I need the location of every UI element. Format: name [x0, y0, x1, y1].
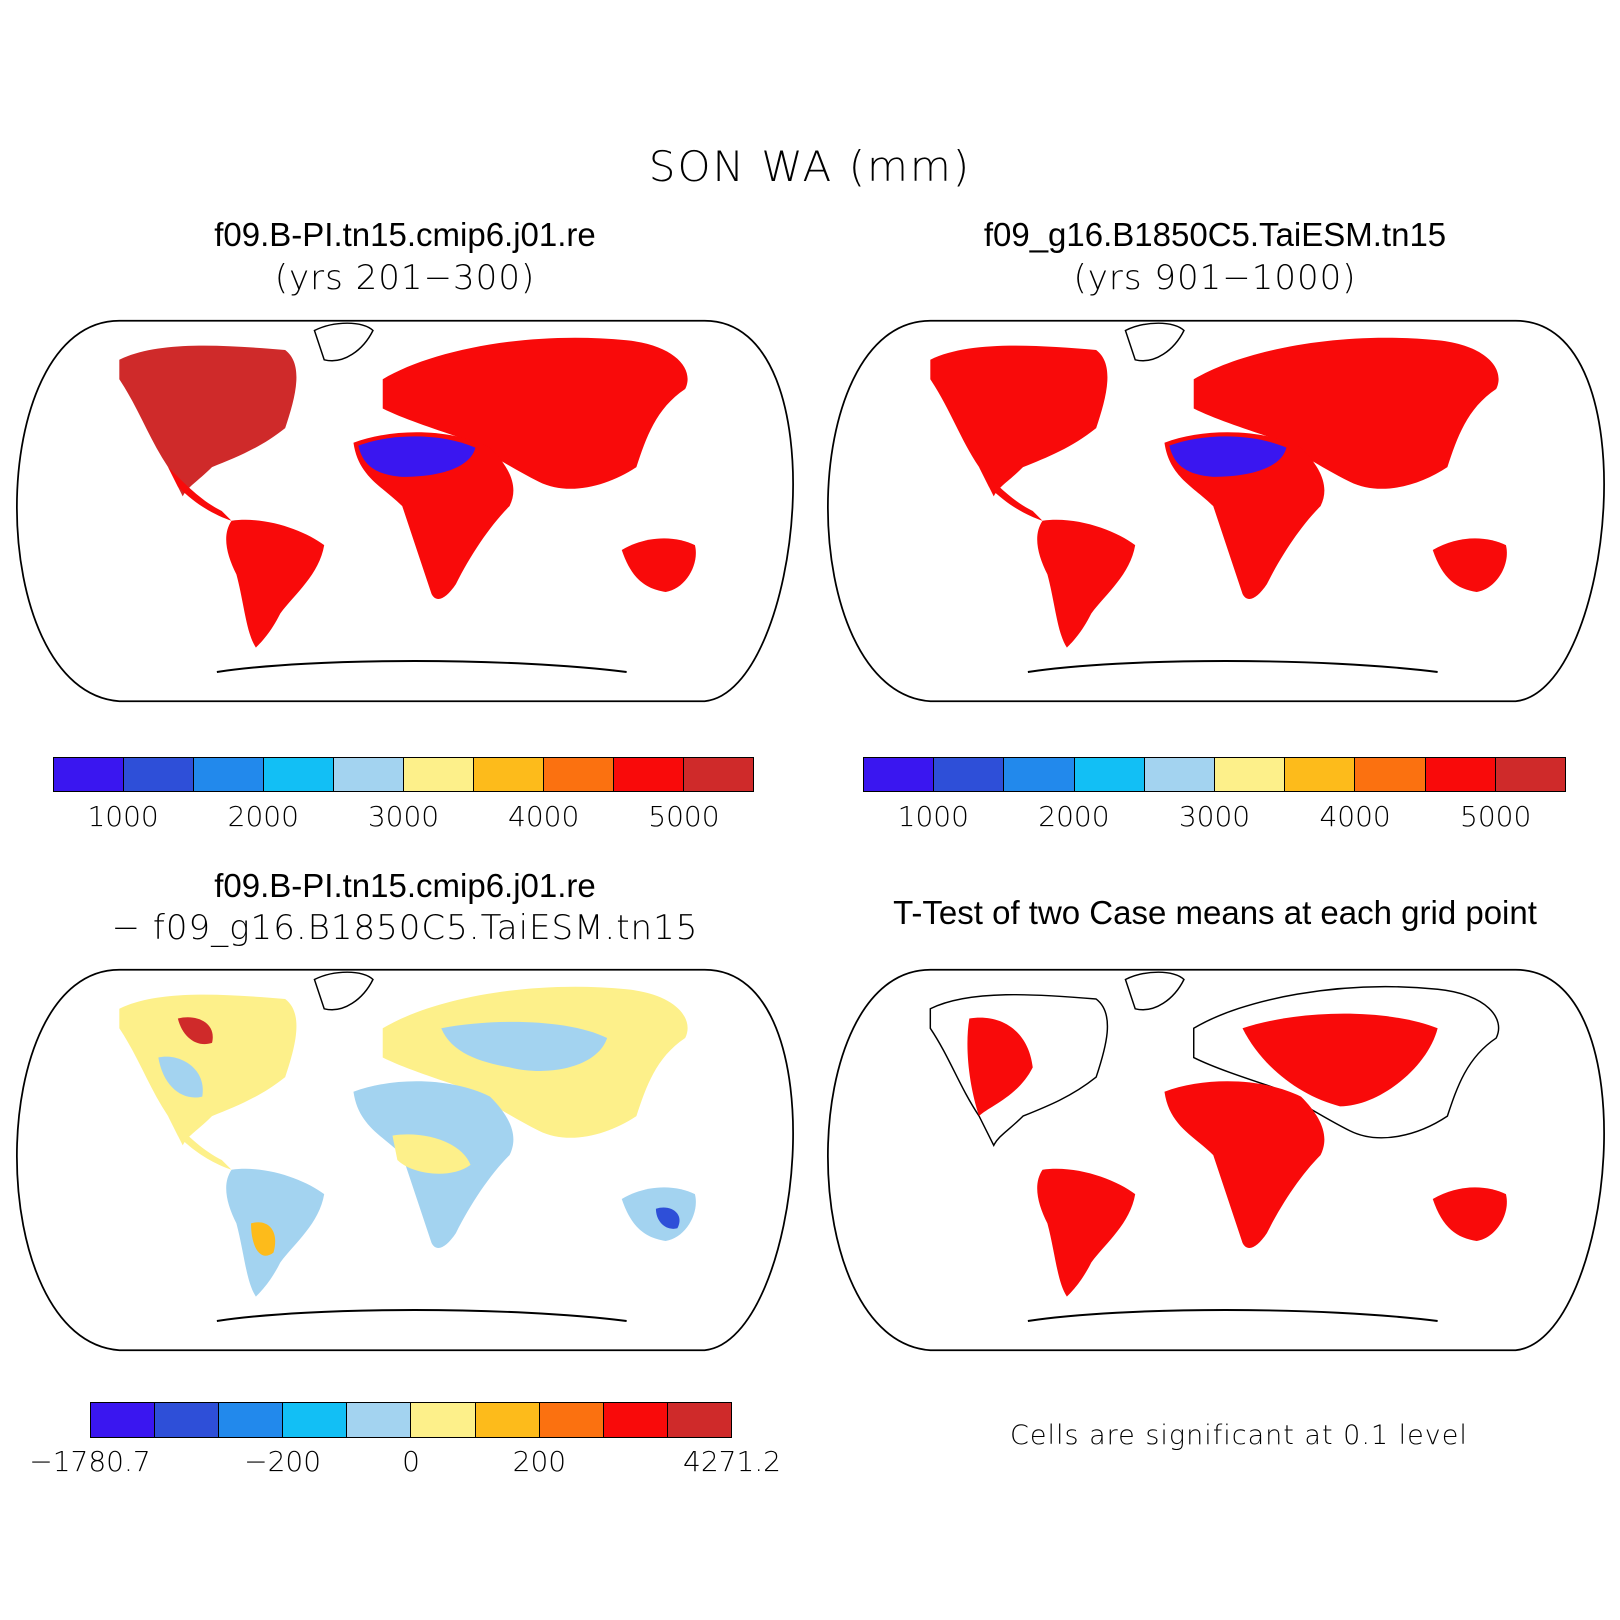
colorbar-box-10 [1495, 758, 1566, 791]
colorbar-box-5 [1144, 758, 1216, 791]
colorbar-box-8 [544, 758, 614, 791]
colorbar-tick-label: 0 [402, 1445, 420, 1478]
colorbar-tick-label: 3000 [367, 800, 440, 833]
land-greenland [1124, 971, 1185, 1011]
land-greenland [313, 971, 374, 1011]
colorbar-box-8 [1355, 758, 1426, 791]
colorbar-box-9 [614, 758, 684, 791]
land-europe-asia [1193, 337, 1499, 489]
land-antarctica [216, 660, 627, 673]
land-north-america [930, 345, 1108, 497]
land-north-america [119, 994, 297, 1146]
colorbar-box-2 [934, 758, 1005, 791]
colorbar-panel-a [53, 757, 754, 792]
colorbar-box-8 [539, 1403, 604, 1437]
significance-note: Cells are significant at 0.1 level [1010, 1420, 1468, 1451]
land-europe-asia [382, 337, 688, 489]
colorbar-box-4 [1074, 758, 1145, 791]
land-south-america [226, 519, 325, 648]
colorbar-tick-label: 1000 [87, 800, 159, 833]
colorbar-box-4 [264, 758, 334, 791]
map-panel-c [16, 968, 794, 1352]
colorbar-box-2 [124, 758, 194, 791]
colorbar-box-3 [194, 758, 264, 791]
panel-d-title: T-Test of two Case means at each grid po… [893, 894, 1537, 931]
colorbar-tick-label: 4000 [508, 800, 580, 833]
panel-a-subtitle: (yrs 201−300) [274, 258, 536, 298]
colorbar-tick-label: 5000 [1460, 800, 1532, 833]
colorbar-tick-label: 4000 [1319, 800, 1391, 833]
colorbar-tick-label: 2000 [227, 800, 299, 833]
colorbar-panel-c [90, 1402, 732, 1438]
colorbar-box-2 [155, 1403, 220, 1437]
colorbar-box-4 [283, 1403, 348, 1437]
colorbar-tick-label: 4271.2 [683, 1445, 781, 1478]
colorbar-panel-b [863, 757, 1566, 792]
land-africa [1164, 1081, 1325, 1249]
colorbar-box-10 [667, 1403, 731, 1437]
colorbar-box-5 [347, 1403, 412, 1437]
colorbar-box-7 [474, 758, 544, 791]
colorbar-box-6 [411, 1403, 476, 1437]
land-central-america [979, 467, 1043, 521]
colorbar-tick-label: 200 [512, 1445, 567, 1478]
colorbar-tick-label: 2000 [1038, 800, 1110, 833]
colorbar-box-10 [684, 758, 753, 791]
colorbar-box-1 [54, 758, 124, 791]
land-north-america [119, 345, 297, 497]
colorbar-box-5 [334, 758, 404, 791]
land-south-america [1037, 1168, 1136, 1297]
colorbar-tick-label: 5000 [648, 800, 720, 833]
colorbar-tick-label: 1000 [897, 800, 969, 833]
land-antarctica [216, 1309, 627, 1322]
colorbar-box-1 [91, 1403, 156, 1437]
panel-c-title: f09.B-PI.tn15.cmip6.j01.re [214, 867, 596, 904]
land-australia [1432, 1187, 1507, 1241]
colorbar-box-3 [219, 1403, 284, 1437]
land-australia [621, 538, 696, 592]
colorbar-box-7 [1285, 758, 1356, 791]
panel-a-title: f09.B-PI.tn15.cmip6.j01.re [214, 216, 596, 253]
colorbar-box-1 [864, 758, 935, 791]
panel-b-title: f09_g16.B1850C5.TaiESM.tn15 [983, 216, 1447, 253]
land-central-america [168, 467, 232, 521]
land-greenland [313, 322, 374, 362]
colorbar-tick-label: −1780.7 [29, 1445, 151, 1478]
land-south-america [1037, 519, 1136, 648]
land-antarctica [1027, 1309, 1438, 1322]
land-greenland [1124, 322, 1185, 362]
land-central-america [168, 1116, 232, 1170]
panel-c-subtitle: − f09_g16.B1850C5.TaiESM.tn15 [111, 908, 699, 948]
colorbar-box-7 [475, 1403, 540, 1437]
colorbar-box-9 [603, 1403, 668, 1437]
colorbar-box-6 [404, 758, 474, 791]
colorbar-tick-label: 3000 [1178, 800, 1251, 833]
map-panel-d [827, 968, 1605, 1352]
colorbar-box-6 [1215, 758, 1286, 791]
colorbar-box-3 [1004, 758, 1075, 791]
land-south-america [226, 1168, 325, 1297]
colorbar-tick-label: −200 [244, 1445, 322, 1478]
figure-title: SON WA (mm) [648, 142, 972, 191]
land-antarctica [1027, 660, 1438, 673]
land-sahara [358, 436, 476, 477]
panel-b-subtitle: (yrs 901−1000) [1073, 258, 1357, 298]
colorbar-box-9 [1425, 758, 1496, 791]
map-panel-b [827, 319, 1605, 703]
land-sahara [1169, 436, 1287, 477]
map-panel-a [16, 319, 794, 703]
land-australia [1432, 538, 1507, 592]
